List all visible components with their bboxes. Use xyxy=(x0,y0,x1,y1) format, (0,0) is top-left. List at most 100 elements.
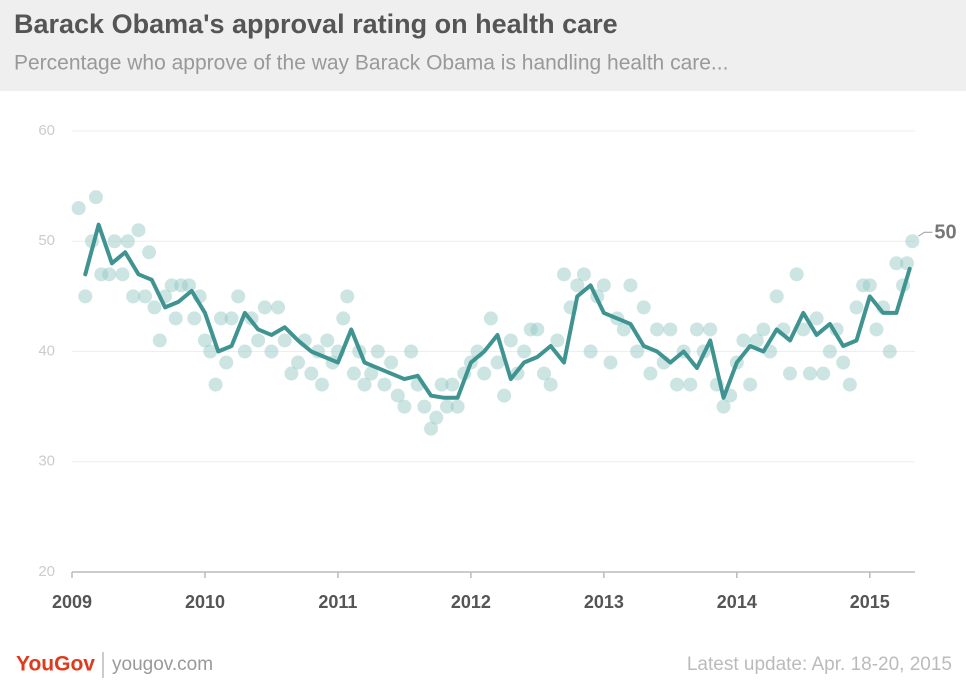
poll-point xyxy=(115,267,130,282)
poll-point xyxy=(197,333,212,348)
poll-point xyxy=(231,289,246,304)
poll-point xyxy=(336,311,351,326)
poll-point xyxy=(131,223,146,238)
poll-point xyxy=(556,267,571,282)
poll-point xyxy=(126,289,141,304)
poll-point xyxy=(650,322,665,337)
y-tick-label: 60 xyxy=(38,122,55,139)
poll-point xyxy=(849,300,864,315)
poll-point xyxy=(291,355,306,370)
poll-point xyxy=(237,344,252,359)
poll-point xyxy=(869,322,884,337)
poll-point xyxy=(483,311,498,326)
poll-point xyxy=(802,366,817,381)
poll-point xyxy=(340,289,355,304)
poll-point xyxy=(450,399,465,414)
poll-point xyxy=(138,289,153,304)
poll-point xyxy=(107,234,122,249)
header-band xyxy=(0,0,966,91)
poll-point xyxy=(822,344,837,359)
chart-subtitle: Percentage who approve of the way Barack… xyxy=(14,52,728,75)
poll-point xyxy=(689,322,704,337)
poll-point xyxy=(517,344,532,359)
poll-point xyxy=(616,322,631,337)
y-tick-label: 50 xyxy=(38,232,55,249)
poll-point xyxy=(429,410,444,425)
poll-point xyxy=(503,333,518,348)
poll-point xyxy=(264,344,279,359)
poll-point xyxy=(889,256,904,271)
poll-point xyxy=(636,300,651,315)
poll-point xyxy=(71,201,86,216)
poll-point xyxy=(164,278,179,293)
poll-point xyxy=(743,377,758,392)
poll-point xyxy=(377,377,392,392)
poll-point xyxy=(530,322,545,337)
poll-point xyxy=(142,245,157,260)
poll-point xyxy=(404,344,419,359)
poll-point xyxy=(370,344,385,359)
poll-point xyxy=(357,377,372,392)
poll-point xyxy=(596,278,611,293)
poll-point xyxy=(187,311,202,326)
poll-point xyxy=(320,333,335,348)
poll-point xyxy=(630,344,645,359)
poll-point xyxy=(789,267,804,282)
poll-point xyxy=(882,344,897,359)
trend-line xyxy=(83,222,912,400)
poll-point xyxy=(364,366,379,381)
y-tick-label: 40 xyxy=(38,342,55,359)
poll-point xyxy=(424,421,439,436)
poll-point xyxy=(603,355,618,370)
y-tick-label: 30 xyxy=(38,453,55,470)
poll-point xyxy=(842,377,857,392)
annotation: 50 xyxy=(934,222,956,244)
annotation-connector xyxy=(918,231,933,237)
poll-point xyxy=(346,366,361,381)
poll-point xyxy=(683,377,698,392)
poll-point xyxy=(304,366,319,381)
poll-point xyxy=(856,278,871,293)
chart-title: Barack Obama's approval rating on health… xyxy=(14,9,618,39)
y-tick-label: 20 xyxy=(38,563,55,580)
poll-point xyxy=(703,322,718,337)
x-tick-label: 2014 xyxy=(717,592,757,612)
poll-point xyxy=(576,267,591,282)
poll-point xyxy=(88,190,103,205)
poll-point xyxy=(836,355,851,370)
poll-point xyxy=(251,333,266,348)
poll-point xyxy=(523,322,538,337)
x-tick-label: 2015 xyxy=(850,592,890,612)
x-tick-label: 2009 xyxy=(52,592,92,612)
poll-point xyxy=(623,278,638,293)
poll-point xyxy=(783,366,798,381)
poll-point xyxy=(147,300,162,315)
poll-point xyxy=(102,267,117,282)
poll-point xyxy=(796,322,811,337)
poll-point xyxy=(809,311,824,326)
poll-point xyxy=(152,333,167,348)
poll-point xyxy=(643,366,658,381)
site: yougov.com xyxy=(112,654,213,675)
poll-point xyxy=(94,267,109,282)
poll-point xyxy=(537,366,552,381)
poll-point xyxy=(120,234,135,249)
poll-point xyxy=(203,344,218,359)
poll-point xyxy=(168,311,183,326)
poll-point xyxy=(900,256,915,271)
x-tick-label: 2012 xyxy=(451,592,491,612)
poll-point xyxy=(905,234,920,249)
poll-point xyxy=(182,278,197,293)
poll-point xyxy=(390,388,405,403)
poll-point xyxy=(257,300,272,315)
poll-point xyxy=(543,377,558,392)
poll-point xyxy=(417,399,432,414)
poll-point xyxy=(397,399,412,414)
poll-point xyxy=(224,311,239,326)
poll-point xyxy=(583,344,598,359)
poll-point xyxy=(816,366,831,381)
poll-point xyxy=(663,322,678,337)
x-tick-label: 2011 xyxy=(318,592,357,612)
